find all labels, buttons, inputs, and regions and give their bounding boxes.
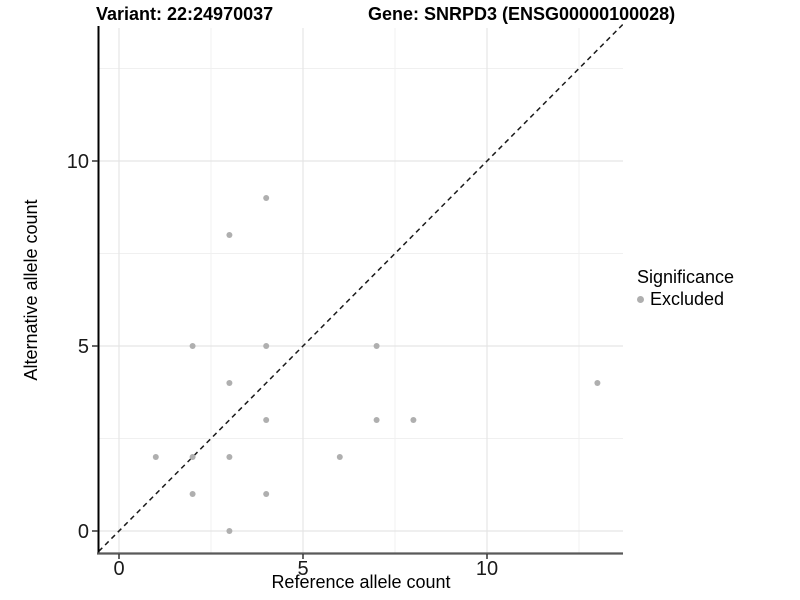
data-point [410, 417, 417, 423]
data-point [594, 380, 601, 386]
data-point [189, 491, 196, 497]
data-point [226, 528, 233, 534]
data-point [226, 454, 233, 460]
gene-title: Gene: SNRPD3 (ENSG00000100028) [368, 4, 676, 24]
y-tick-label: 10 [67, 151, 89, 173]
x-axis-label: Reference allele count [271, 572, 451, 592]
data-point [263, 417, 270, 423]
data-point [189, 343, 196, 349]
data-point [263, 491, 270, 497]
data-point [336, 454, 343, 460]
data-point [226, 232, 233, 238]
legend: Significance Excluded [637, 267, 734, 310]
identity-line [99, 24, 623, 552]
data-point [152, 454, 159, 460]
x-tick-label: 10 [476, 558, 498, 580]
x-tick-label: 5 [297, 558, 308, 580]
x-tick-label: 0 [113, 558, 124, 580]
variant-title: Variant: 22:24970037 [96, 4, 274, 24]
data-point [189, 454, 196, 460]
data-point [263, 195, 270, 201]
data-point [226, 380, 233, 386]
data-point [263, 343, 270, 349]
y-tick-label: 5 [78, 336, 89, 358]
data-point [373, 417, 380, 423]
legend-title: Significance [637, 267, 735, 287]
legend-item-excluded: Excluded [637, 289, 734, 310]
excluded-point-icon [637, 296, 644, 303]
data-point [373, 343, 380, 349]
y-axis-label: Alternative allele count [21, 199, 41, 381]
y-tick-label: 0 [78, 521, 89, 543]
legend-item-label: Excluded [650, 289, 725, 309]
